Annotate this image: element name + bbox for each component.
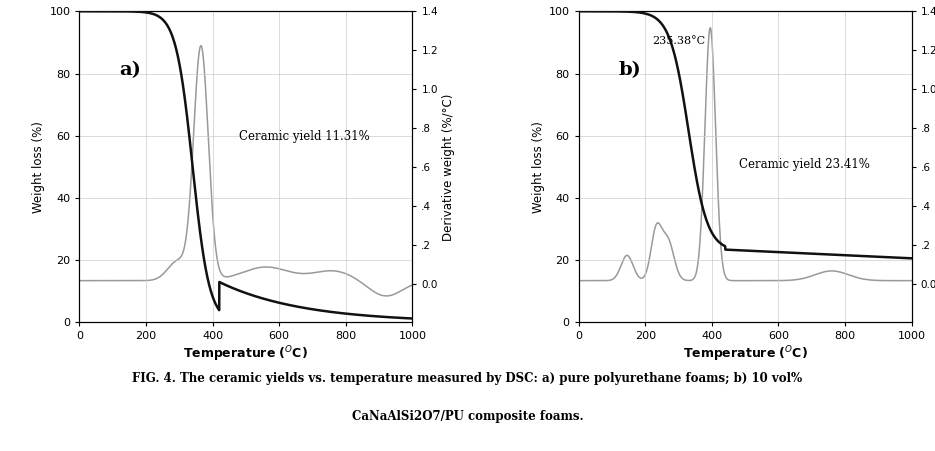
X-axis label: Temperature ($^{O}$C): Temperature ($^{O}$C): [183, 344, 309, 364]
Text: a): a): [120, 61, 141, 79]
Text: b): b): [619, 61, 641, 79]
Text: CaNaAlSi2O7/PU composite foams.: CaNaAlSi2O7/PU composite foams.: [352, 410, 583, 423]
Text: 235.38°C: 235.38°C: [652, 36, 705, 46]
Text: FIG. 4. The ceramic yields vs. temperature measured by DSC: a) pure polyurethane: FIG. 4. The ceramic yields vs. temperatu…: [133, 372, 802, 385]
X-axis label: Temperature ($^{O}$C): Temperature ($^{O}$C): [683, 344, 808, 364]
Y-axis label: Weight loss (%): Weight loss (%): [33, 121, 45, 213]
Y-axis label: Weight loss (%): Weight loss (%): [532, 121, 544, 213]
Text: Ceramic yield 23.41%: Ceramic yield 23.41%: [739, 157, 870, 170]
Text: Ceramic yield 11.31%: Ceramic yield 11.31%: [239, 129, 370, 143]
Y-axis label: Derivative weight (%/°C): Derivative weight (%/°C): [442, 93, 455, 240]
